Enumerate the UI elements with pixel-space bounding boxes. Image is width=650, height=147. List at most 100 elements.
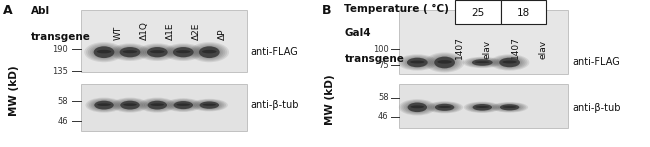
Text: 58: 58 [378, 93, 389, 102]
Ellipse shape [497, 57, 522, 68]
Text: anti-β-tub: anti-β-tub [572, 103, 621, 113]
Ellipse shape [167, 45, 200, 59]
Ellipse shape [200, 101, 219, 109]
Ellipse shape [118, 100, 142, 110]
Ellipse shape [199, 46, 220, 58]
Ellipse shape [426, 101, 463, 113]
Text: transgene: transgene [344, 54, 404, 64]
Ellipse shape [92, 46, 116, 58]
Ellipse shape [116, 46, 144, 59]
Ellipse shape [165, 44, 202, 60]
Ellipse shape [495, 57, 524, 68]
Ellipse shape [400, 100, 434, 115]
Ellipse shape [142, 99, 172, 111]
Text: MW (kD): MW (kD) [325, 75, 335, 125]
Ellipse shape [114, 45, 146, 59]
Ellipse shape [94, 46, 114, 58]
Ellipse shape [428, 54, 461, 71]
Text: 135: 135 [53, 67, 68, 76]
Ellipse shape [410, 61, 424, 64]
Ellipse shape [112, 98, 148, 113]
Ellipse shape [193, 44, 226, 60]
Ellipse shape [202, 50, 216, 53]
Ellipse shape [467, 103, 497, 112]
Ellipse shape [90, 45, 118, 59]
Ellipse shape [435, 104, 454, 111]
Text: Δ2E: Δ2E [192, 22, 201, 40]
Ellipse shape [398, 54, 437, 71]
Ellipse shape [194, 100, 224, 110]
Text: ΔP: ΔP [218, 28, 227, 40]
Ellipse shape [191, 99, 228, 111]
Ellipse shape [118, 47, 142, 58]
Ellipse shape [402, 101, 432, 114]
Ellipse shape [473, 104, 492, 111]
Text: 25: 25 [471, 8, 484, 18]
Ellipse shape [503, 106, 517, 108]
Ellipse shape [404, 101, 430, 113]
Ellipse shape [469, 103, 495, 111]
Text: 190: 190 [53, 45, 68, 54]
Ellipse shape [176, 50, 190, 53]
Ellipse shape [171, 47, 196, 58]
Ellipse shape [140, 98, 174, 112]
Ellipse shape [111, 43, 150, 61]
Ellipse shape [89, 99, 119, 111]
Ellipse shape [84, 42, 124, 62]
Ellipse shape [138, 98, 176, 113]
Ellipse shape [144, 100, 170, 111]
Ellipse shape [466, 58, 499, 67]
Ellipse shape [85, 98, 122, 113]
Ellipse shape [500, 104, 519, 110]
Ellipse shape [88, 44, 120, 60]
Ellipse shape [146, 100, 169, 110]
Ellipse shape [497, 103, 523, 111]
Ellipse shape [438, 106, 451, 108]
Ellipse shape [150, 103, 164, 106]
Bar [81, 10, 247, 72]
Ellipse shape [141, 45, 174, 59]
Bar [81, 84, 247, 131]
Ellipse shape [433, 104, 456, 111]
Text: Δ1E: Δ1E [166, 22, 175, 40]
Ellipse shape [94, 101, 114, 110]
Ellipse shape [493, 102, 526, 112]
Ellipse shape [399, 99, 436, 116]
Ellipse shape [120, 47, 140, 57]
Text: 46: 46 [58, 117, 68, 126]
Text: 1407: 1407 [455, 36, 464, 59]
Text: 100: 100 [373, 45, 389, 54]
Ellipse shape [491, 102, 528, 113]
Text: A: A [3, 4, 13, 17]
Text: 46: 46 [378, 112, 389, 121]
Ellipse shape [192, 99, 226, 111]
Ellipse shape [437, 60, 452, 64]
Ellipse shape [197, 46, 222, 58]
Ellipse shape [203, 104, 216, 106]
Ellipse shape [120, 101, 140, 110]
Ellipse shape [98, 103, 111, 106]
Ellipse shape [464, 57, 500, 68]
Ellipse shape [471, 104, 494, 111]
Ellipse shape [430, 55, 459, 70]
Ellipse shape [195, 45, 224, 59]
Ellipse shape [139, 44, 176, 60]
Ellipse shape [434, 57, 455, 68]
Ellipse shape [428, 102, 462, 113]
Bar [500, 0, 546, 24]
Ellipse shape [430, 102, 460, 112]
Text: anti-β-tub: anti-β-tub [250, 100, 299, 110]
Ellipse shape [164, 43, 203, 61]
Ellipse shape [406, 102, 429, 112]
Ellipse shape [491, 55, 528, 70]
Ellipse shape [166, 99, 200, 111]
Ellipse shape [490, 54, 529, 71]
Text: Abl: Abl [31, 6, 50, 16]
Ellipse shape [495, 103, 525, 112]
Ellipse shape [169, 46, 198, 59]
Ellipse shape [468, 58, 497, 67]
Text: Temperature ( °C): Temperature ( °C) [344, 4, 449, 15]
Ellipse shape [92, 100, 116, 110]
Text: anti-FLAG: anti-FLAG [572, 57, 619, 67]
Ellipse shape [407, 58, 428, 67]
